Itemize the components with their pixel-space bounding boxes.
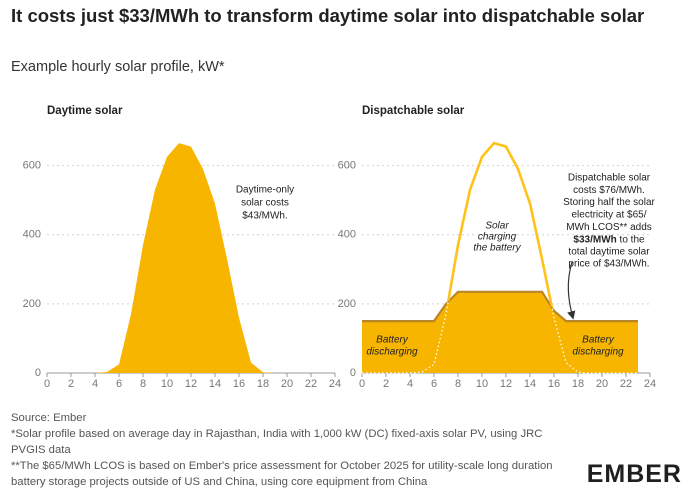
annotation-text: to the bbox=[617, 234, 645, 245]
annotation: $43/MWh. bbox=[242, 211, 288, 222]
footnotes: Source: Ember *Solar profile based on ave… bbox=[11, 410, 571, 490]
x-tick-label: 20 bbox=[281, 378, 293, 390]
x-tick-label: 2 bbox=[68, 378, 74, 390]
annotation: costs $76/MWh. bbox=[573, 185, 645, 196]
footnote: *Solar profile based on average day in R… bbox=[11, 428, 543, 456]
annotation: price of $43/MWh. bbox=[568, 259, 649, 270]
x-tick-label: 8 bbox=[455, 378, 461, 390]
x-tick-label: 22 bbox=[620, 378, 632, 390]
subtitle: Example hourly solar profile, kW* bbox=[11, 59, 225, 75]
annotation: charging bbox=[478, 232, 517, 243]
footnote: Source: Ember bbox=[11, 412, 87, 424]
y-tick-label: 0 bbox=[35, 367, 41, 379]
panel-title: Daytime solar bbox=[47, 105, 123, 117]
annotation: Storing half the solar bbox=[563, 197, 655, 208]
x-tick-label: 24 bbox=[644, 378, 656, 390]
annotation-bold: $33/MWh bbox=[573, 234, 616, 245]
x-tick-label: 12 bbox=[185, 378, 197, 390]
x-tick-label: 20 bbox=[596, 378, 608, 390]
y-tick-label: 200 bbox=[23, 298, 41, 310]
annotation: Battery bbox=[582, 335, 615, 346]
x-tick-label: 6 bbox=[431, 378, 437, 390]
annotation: total daytime solar bbox=[568, 246, 650, 257]
x-tick-label: 4 bbox=[92, 378, 98, 390]
x-tick-label: 2 bbox=[383, 378, 389, 390]
x-tick-label: 18 bbox=[572, 378, 584, 390]
y-tick-label: 0 bbox=[350, 367, 356, 379]
solar-area bbox=[47, 143, 323, 373]
x-tick-label: 16 bbox=[548, 378, 560, 390]
annotation: discharging bbox=[572, 347, 624, 358]
x-tick-label: 8 bbox=[140, 378, 146, 390]
y-tick-label: 400 bbox=[23, 229, 41, 241]
x-tick-label: 4 bbox=[407, 378, 413, 390]
annotation: $33/MWh to the bbox=[573, 234, 645, 245]
annotation: the battery bbox=[473, 243, 521, 254]
annotation: Battery bbox=[376, 335, 409, 346]
annotation: electricity at $65/ bbox=[571, 210, 646, 221]
y-tick-label: 600 bbox=[23, 159, 41, 171]
annotation: MWh LCOS** adds bbox=[566, 222, 652, 233]
x-tick-label: 22 bbox=[305, 378, 317, 390]
x-tick-label: 10 bbox=[161, 378, 173, 390]
panel-title: Dispatchable solar bbox=[362, 105, 465, 117]
x-tick-label: 0 bbox=[44, 378, 50, 390]
y-tick-label: 200 bbox=[338, 298, 356, 310]
x-tick-label: 14 bbox=[209, 378, 221, 390]
logo: EMBER bbox=[586, 460, 682, 488]
dispatch-line bbox=[362, 290, 638, 323]
annotation: Daytime-only bbox=[236, 185, 294, 196]
footnote: **The $65/MWh LCOS is based on Ember's p… bbox=[11, 460, 553, 488]
solar-line bbox=[362, 141, 638, 322]
x-tick-label: 18 bbox=[257, 378, 269, 390]
x-tick-label: 6 bbox=[116, 378, 122, 390]
x-tick-label: 0 bbox=[359, 378, 365, 390]
x-tick-label: 12 bbox=[500, 378, 512, 390]
title: It costs just $33/MWh to transform dayti… bbox=[11, 5, 645, 26]
arrow bbox=[567, 261, 576, 320]
x-tick-label: 10 bbox=[476, 378, 488, 390]
x-tick-label: 16 bbox=[233, 378, 245, 390]
annotation: discharging bbox=[366, 347, 418, 358]
x-tick-label: 14 bbox=[524, 378, 536, 390]
y-tick-label: 400 bbox=[338, 229, 356, 241]
annotation: solar costs bbox=[241, 198, 289, 209]
y-tick-label: 600 bbox=[338, 159, 356, 171]
x-tick-label: 24 bbox=[329, 378, 341, 390]
annotation: Solar bbox=[485, 221, 509, 232]
annotation: Dispatchable solar bbox=[568, 173, 651, 184]
dispatch-area bbox=[362, 291, 638, 373]
